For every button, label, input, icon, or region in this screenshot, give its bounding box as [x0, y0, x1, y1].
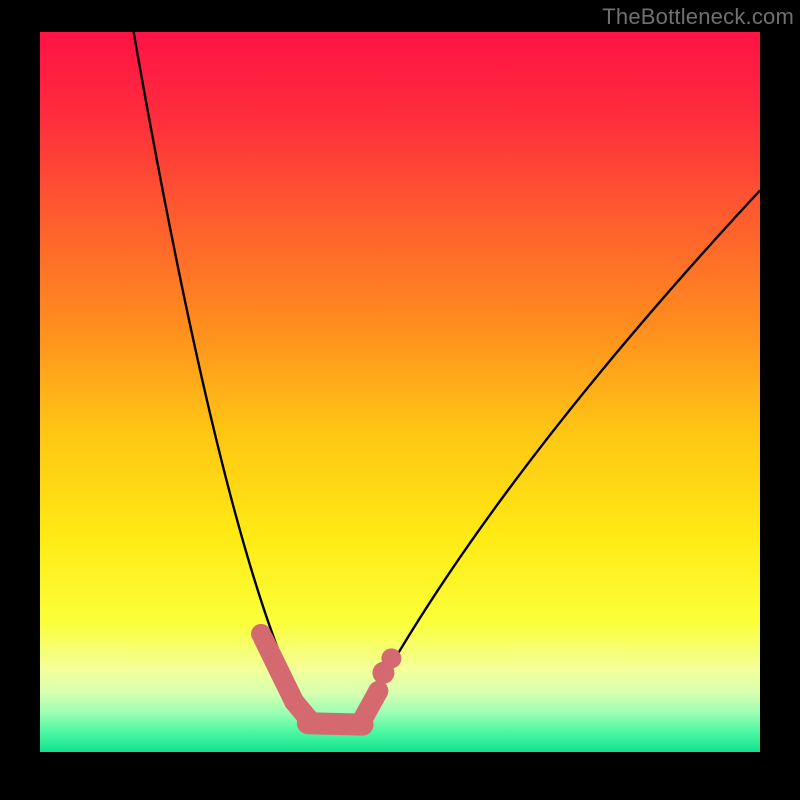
bottleneck-chart [0, 0, 800, 800]
stage: TheBottleneck.com [0, 0, 800, 800]
gradient-background [40, 32, 760, 752]
